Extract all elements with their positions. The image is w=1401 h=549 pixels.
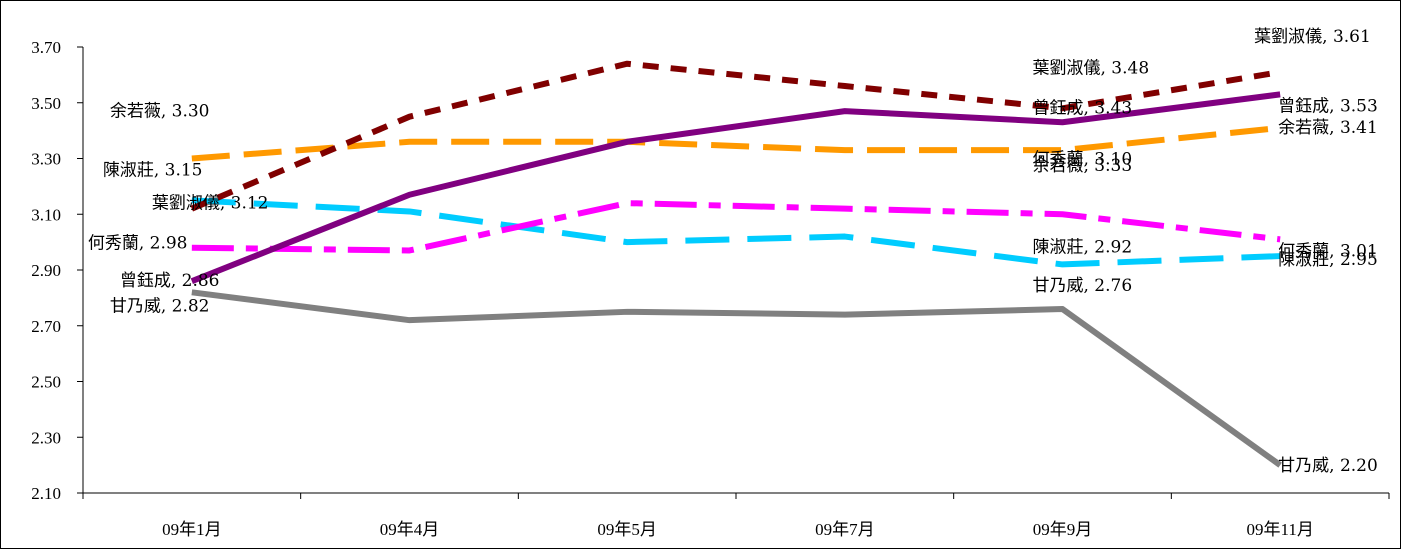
series-line-1 bbox=[190, 60, 1281, 212]
series-line-5 bbox=[191, 197, 1281, 268]
x-tick-label: 09年4月 bbox=[380, 520, 440, 539]
x-tick-label: 09年9月 bbox=[1033, 520, 1093, 539]
data-label: 何秀蘭, 3.01 bbox=[1278, 241, 1378, 261]
data-label: 甘乃威, 2.20 bbox=[1278, 456, 1378, 476]
data-label: 何秀蘭, 3.10 bbox=[1033, 149, 1133, 169]
data-label: 葉劉淑儀, 3.48 bbox=[1033, 58, 1150, 78]
y-tick-label: 2.30 bbox=[31, 428, 61, 447]
data-label: 甘乃威, 2.76 bbox=[1033, 276, 1133, 296]
axes: 3.70 3.50 3.30 3.10 2.90 2.70 2.50 2.30 2.10 09年1… bbox=[31, 38, 1390, 539]
data-label: 曾鈺成, 3.43 bbox=[1033, 98, 1133, 118]
y-tick-label: 3.10 bbox=[31, 205, 61, 224]
data-label: 葉劉淑儀, 3.12 bbox=[152, 194, 269, 214]
y-tick-label: 2.70 bbox=[31, 317, 61, 336]
series-line-2 bbox=[190, 91, 1281, 284]
y-tick-label: 3.50 bbox=[31, 94, 61, 113]
data-label: 葉劉淑儀, 3.61 bbox=[1254, 27, 1371, 47]
x-tick-label: 09年5月 bbox=[597, 520, 657, 539]
data-label: 陳淑莊, 3.15 bbox=[103, 160, 203, 180]
y-tick-label: 2.10 bbox=[31, 484, 61, 503]
data-label: 陳淑莊, 2.95 bbox=[1278, 250, 1378, 270]
y-tick-label: 2.90 bbox=[31, 261, 61, 280]
data-label: 甘乃威, 2.82 bbox=[110, 296, 210, 316]
series-lines bbox=[190, 60, 1282, 468]
series-line-3 bbox=[191, 124, 1281, 162]
x-tick-label: 09年1月 bbox=[162, 520, 222, 539]
y-tick-label: 3.70 bbox=[31, 38, 61, 57]
data-label: 余若薇, 3.33 bbox=[1033, 156, 1133, 176]
data-label: 曾鈺成, 3.53 bbox=[1278, 96, 1378, 116]
series-line-4 bbox=[191, 200, 1281, 254]
data-label: 陳淑莊, 2.92 bbox=[1033, 237, 1133, 257]
x-tick-label: 09年11月 bbox=[1246, 520, 1313, 539]
y-tick-label: 2.50 bbox=[31, 373, 61, 392]
data-label: 曾鈺成, 2.86 bbox=[120, 271, 220, 291]
data-label: 余若薇, 3.30 bbox=[110, 102, 210, 122]
x-tick-label: 09年7月 bbox=[815, 520, 875, 539]
series-line-6 bbox=[191, 289, 1282, 468]
data-label: 何秀蘭, 2.98 bbox=[88, 234, 188, 254]
data-labels: 葉劉淑儀, 3.12 葉劉淑儀, 3.48 葉劉淑儀, 3.61 曾鈺成, 2.86 曾… bbox=[88, 27, 1378, 476]
y-tick-label: 3.30 bbox=[31, 150, 61, 169]
data-label: 余若薇, 3.41 bbox=[1278, 118, 1378, 138]
